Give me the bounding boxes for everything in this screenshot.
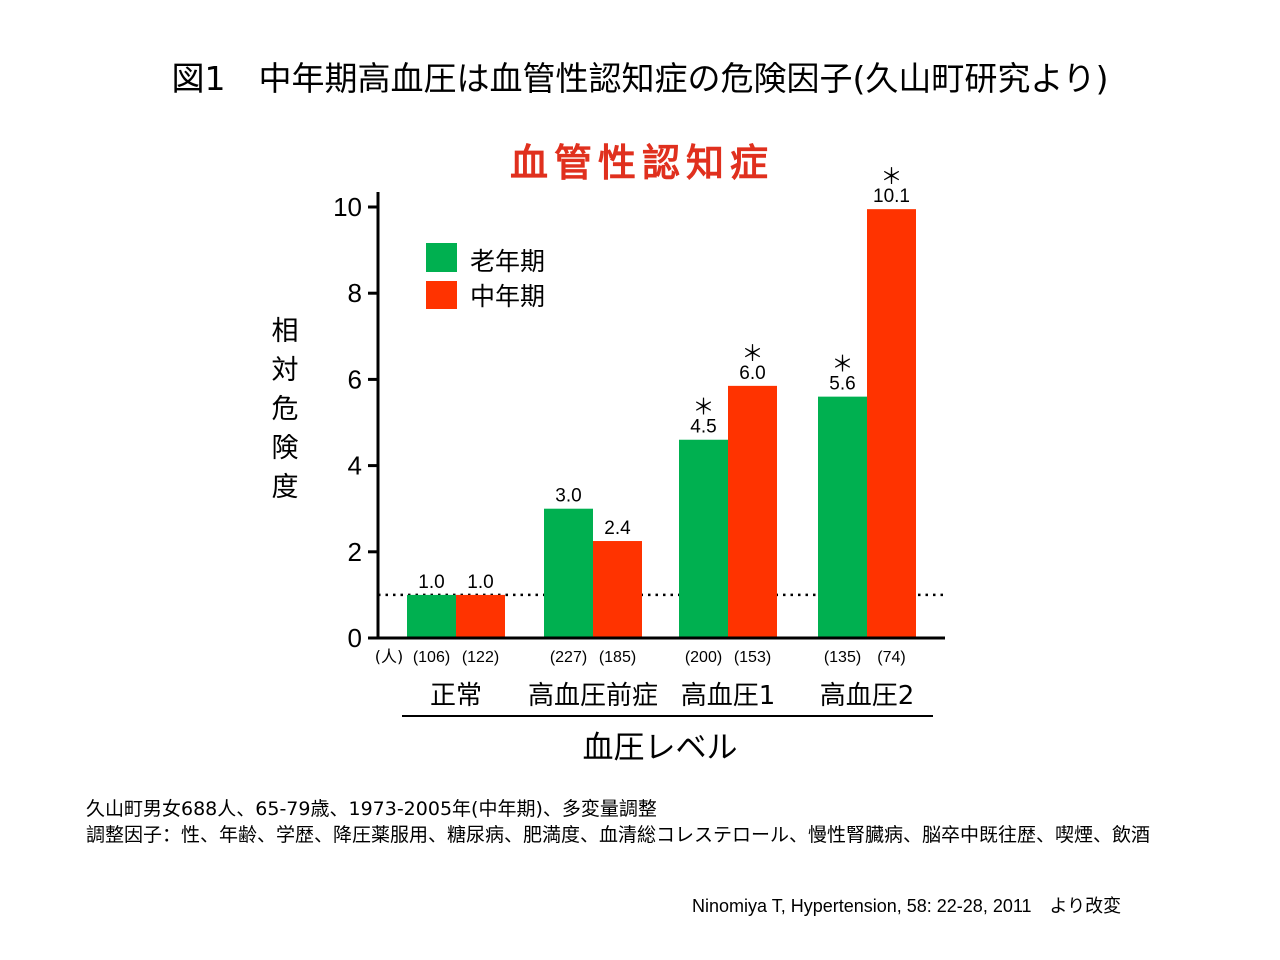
category-label: 高血圧前症: [528, 681, 658, 711]
data-label: 4.5: [690, 417, 716, 438]
bar-elderly-0: [407, 594, 456, 638]
y-axis-label-char: 険: [272, 433, 299, 464]
legend-swatch-midlife: [426, 281, 457, 309]
bar-elderly-3: [818, 396, 867, 638]
footnote-adjustments: 調整因子：性、年齢、学歴、降圧薬服用、糖尿病、肥満度、血清総コレステロール、慢性…: [86, 824, 1151, 846]
significance-mark: ＊: [741, 342, 763, 367]
y-tick-label: 8: [348, 278, 362, 308]
count-label: (200): [685, 649, 722, 666]
bar-midlife-1: [593, 541, 642, 638]
y-tick-label: 4: [348, 451, 362, 481]
count-label: (185): [599, 649, 636, 666]
bar-midlife-2: [728, 385, 777, 638]
bar-midlife-0: [456, 594, 505, 638]
significance-mark: ＊: [880, 165, 902, 190]
count-label: (122): [462, 649, 499, 666]
count-unit-label: (人): [375, 647, 404, 666]
citation: Ninomiya T, Hypertension, 58: 22-28, 201…: [692, 896, 1122, 916]
legend-swatch-elderly: [426, 243, 457, 272]
data-label: 1.0: [418, 572, 444, 593]
footnote-subjects: 久山町男女688人、65-79歳、1973-2005年(中年期)、多変量調整: [86, 798, 657, 820]
y-axis-label-char: 相: [272, 316, 299, 347]
y-tick-label: 10: [333, 192, 362, 222]
data-label: 5.6: [829, 374, 855, 395]
category-label: 高血圧2: [820, 681, 915, 711]
legend-label-midlife: 中年期: [470, 282, 545, 311]
data-label: 6.0: [739, 363, 765, 384]
slide-title: 図1 中年期高血圧は血管性認知症の危険因子(久山町研究より): [171, 59, 1109, 98]
count-label: (153): [734, 649, 771, 666]
data-label: 2.4: [604, 518, 631, 539]
y-tick-label: 0: [348, 623, 362, 653]
y-tick-label: 2: [348, 537, 362, 567]
bar-elderly-2: [679, 439, 728, 638]
bar-elderly-1: [544, 508, 593, 638]
y-axis-label-char: 危: [272, 394, 299, 425]
category-label: 正常: [430, 681, 482, 711]
data-label: 3.0: [555, 486, 581, 507]
data-label: 1.0: [467, 572, 493, 593]
count-label: (227): [550, 649, 587, 666]
category-label: 高血圧1: [681, 681, 776, 711]
y-axis-label-char: 対: [272, 355, 299, 386]
significance-mark: ＊: [831, 353, 853, 378]
legend-label-elderly: 老年期: [470, 247, 545, 276]
y-tick-label: 6: [348, 364, 362, 394]
count-label: (74): [877, 649, 905, 666]
bar-midlife-3: [867, 209, 916, 638]
significance-mark: ＊: [692, 396, 714, 421]
count-label: (135): [824, 649, 861, 666]
x-axis-title: 血圧レベル: [583, 730, 738, 766]
data-label: 10.1: [873, 186, 910, 207]
count-label: (106): [413, 649, 450, 666]
y-axis-label-char: 度: [272, 472, 299, 503]
chart-title: 血管性認知症: [510, 141, 774, 185]
